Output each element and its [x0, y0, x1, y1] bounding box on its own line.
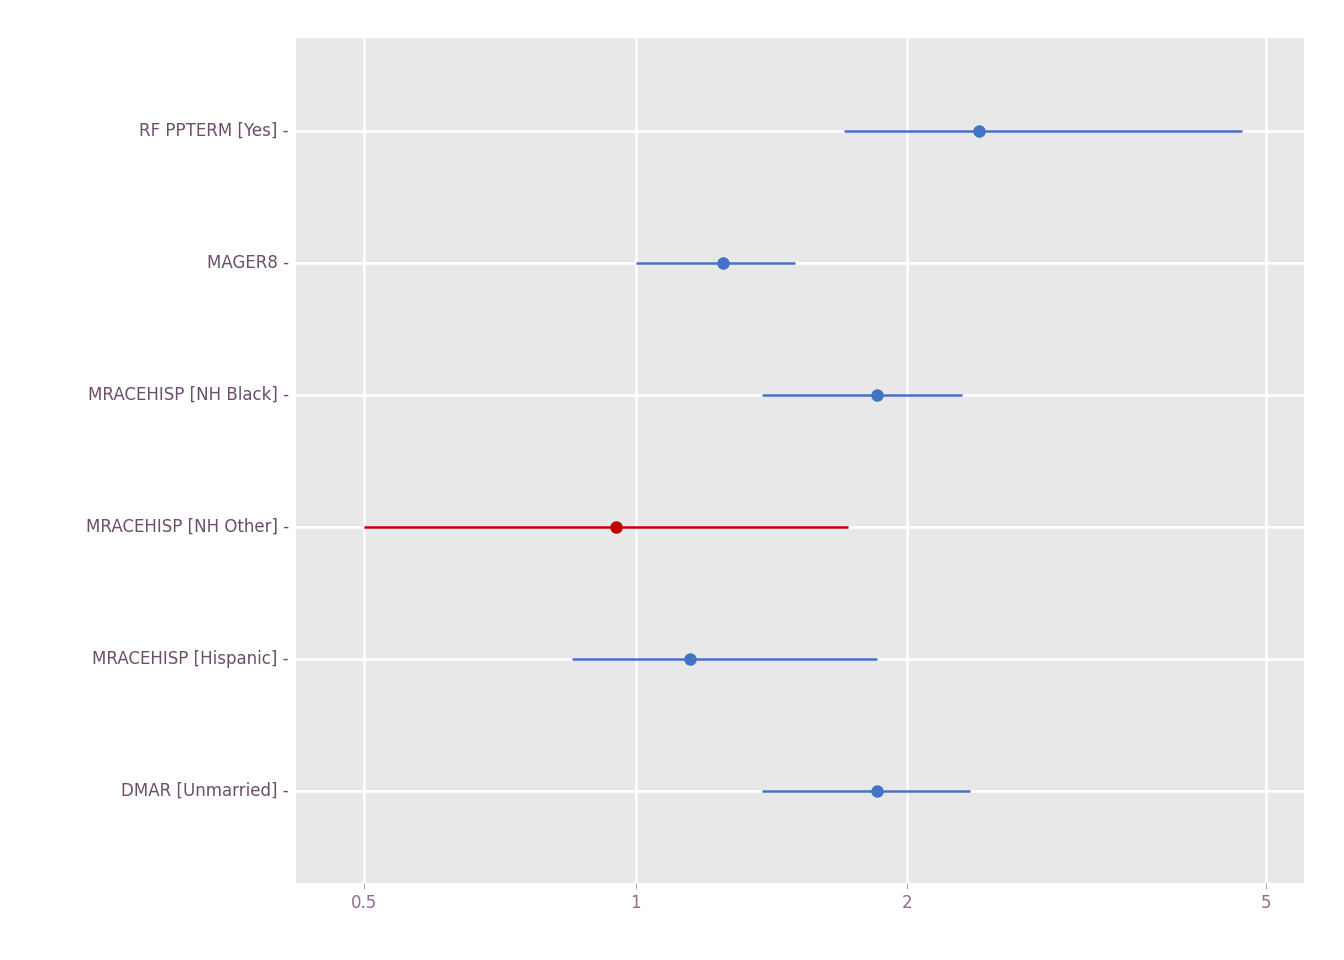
Text: MRACEHISP [Hispanic] -: MRACEHISP [Hispanic] -: [93, 650, 289, 668]
Text: RF PPTERM [Yes] -: RF PPTERM [Yes] -: [140, 122, 289, 140]
Text: DMAR [Unmarried] -: DMAR [Unmarried] -: [121, 781, 289, 800]
Text: MRACEHISP [NH Other] -: MRACEHISP [NH Other] -: [86, 517, 289, 536]
Text: MRACEHISP [NH Black] -: MRACEHISP [NH Black] -: [87, 386, 289, 404]
Text: MAGER8 -: MAGER8 -: [207, 253, 289, 272]
